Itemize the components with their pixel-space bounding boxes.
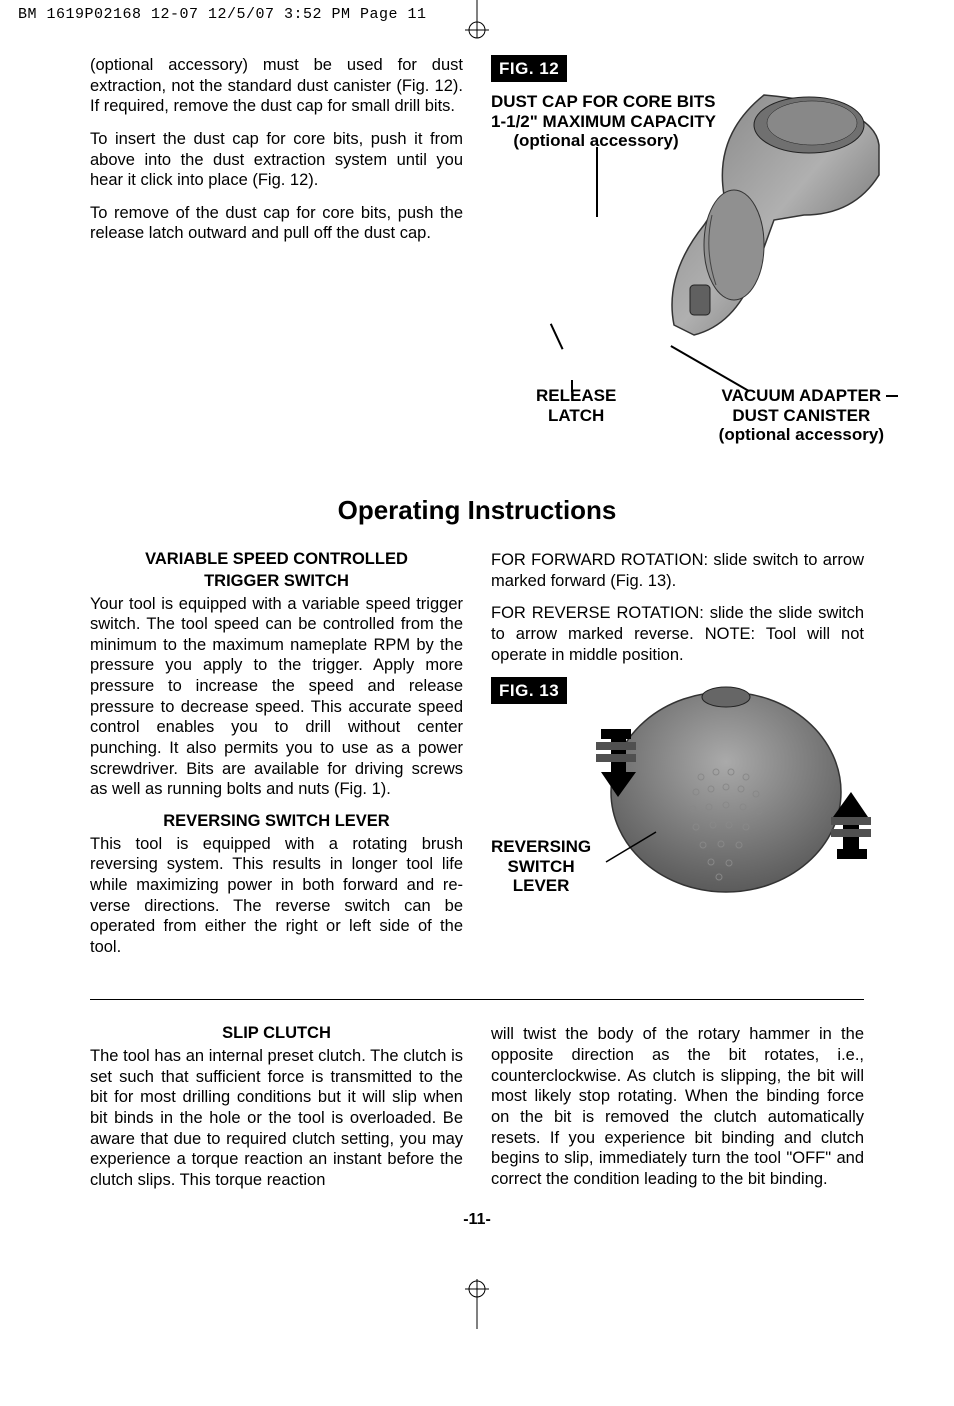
slip-right-col: will twist the body of the rotary hammer… xyxy=(491,1024,864,1190)
fig13-lever-line1: REVERSING xyxy=(491,837,591,857)
mid-right-p2: FOR REVERSE ROTATION: slide the slide sw… xyxy=(491,603,864,665)
figure-13: FIG. 13 xyxy=(491,677,864,907)
page-container: BM 1619P02168 12-07 12/5/07 3:52 PM Page… xyxy=(0,0,954,1329)
top-right-col: FIG. 12 DUST CAP FOR CORE BITS 1-1/2" MA… xyxy=(491,55,864,445)
vscts-heading-2: TRIGGER SWITCH xyxy=(90,572,463,592)
top-p1: (optional accessory) must be used for du… xyxy=(90,55,463,117)
slip-left-col: SLIP CLUTCH The tool has an internal pre… xyxy=(90,1024,463,1190)
fig13-label: FIG. 13 xyxy=(491,677,567,704)
crop-mark-top xyxy=(437,0,517,40)
section-title: Operating Instructions xyxy=(90,495,864,526)
fig12-vacuum-label: VACUUM ADAPTER DUST CANISTER (optional a… xyxy=(719,386,884,445)
drill-illustration xyxy=(644,75,884,355)
crop-mark-bottom xyxy=(437,1269,517,1329)
page-number: -11- xyxy=(90,1211,864,1229)
fig12-release-line2: LATCH xyxy=(536,406,616,426)
divider xyxy=(90,999,864,1000)
slip-heading: SLIP CLUTCH xyxy=(90,1024,463,1044)
page-content: (optional accessory) must be used for du… xyxy=(0,27,954,1229)
fig13-lever-line3: LEVER xyxy=(491,876,591,896)
fig13-lever-label: REVERSING SWITCH LEVER xyxy=(491,837,591,896)
top-p3: To remove of the dust cap for core bits,… xyxy=(90,203,463,244)
mid-right-p1: FOR FORWARD ROTATION: slide switch to ar… xyxy=(491,550,864,591)
fig13-illustration xyxy=(571,677,871,902)
fig13-lever-line2: SWITCH xyxy=(491,857,591,877)
slip-right-body: will twist the body of the rotary hammer… xyxy=(491,1024,864,1189)
leader-line-dustcap xyxy=(596,147,598,217)
leader-line-release-2 xyxy=(550,323,563,349)
top-section: (optional accessory) must be used for du… xyxy=(90,55,864,445)
vscts-body: Your tool is equipped with a variable sp… xyxy=(90,594,463,800)
top-left-col: (optional accessory) must be used for du… xyxy=(90,55,463,445)
fig12-label: FIG. 12 xyxy=(491,55,567,82)
fig12-vac-line1: VACUUM ADAPTER xyxy=(719,386,884,406)
fig12-vac-line2: DUST CANISTER xyxy=(719,406,884,426)
rsl-body: This tool is equipped with a rotating br… xyxy=(90,834,463,958)
slip-section: SLIP CLUTCH The tool has an internal pre… xyxy=(90,1024,864,1190)
mid-left-col: VARIABLE SPEED CONTROLLED TRIGGER SWITCH… xyxy=(90,550,463,969)
mid-right-col: FOR FORWARD ROTATION: slide switch to ar… xyxy=(491,550,864,969)
fig12-release-label: RELEASE LATCH xyxy=(536,386,616,445)
fig12-bottom-labels: RELEASE LATCH VACUUM ADAPTER DUST CANIST… xyxy=(491,386,864,445)
vscts-heading-1: VARIABLE SPEED CONTROLLED xyxy=(90,550,463,570)
leader-tick xyxy=(886,395,898,397)
figure-12: FIG. 12 DUST CAP FOR CORE BITS 1-1/2" MA… xyxy=(491,55,864,445)
rsl-heading: REVERSING SWITCH LEVER xyxy=(90,812,463,832)
mid-section: VARIABLE SPEED CONTROLLED TRIGGER SWITCH… xyxy=(90,550,864,969)
slip-left-body: The tool has an internal preset clutch. … xyxy=(90,1046,463,1190)
fig12-release-line1: RELEASE xyxy=(536,386,616,406)
top-p2: To insert the dust cap for core bits, pu… xyxy=(90,129,463,191)
fig12-vac-line3: (optional accessory) xyxy=(719,425,884,445)
